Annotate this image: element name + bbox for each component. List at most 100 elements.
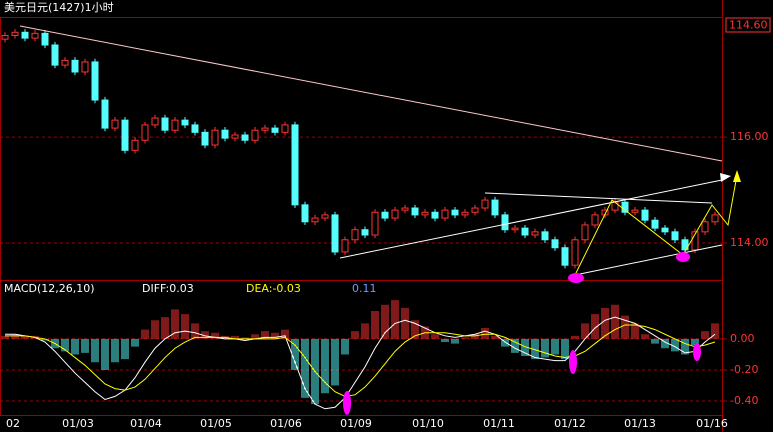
candle-body: [511, 227, 519, 231]
candle-body: [471, 207, 479, 213]
candle-body: [311, 217, 319, 223]
candle-body: [221, 129, 229, 139]
candle-body: [481, 199, 489, 209]
candle-body: [681, 239, 689, 251]
highlight: [568, 273, 584, 283]
x-tick-label: 01/05: [200, 417, 232, 430]
candle-body: [701, 221, 709, 233]
x-tick-label: 01/13: [624, 417, 656, 430]
trend-line: [339, 179, 723, 259]
candle-body: [321, 214, 329, 219]
candle-body: [661, 227, 669, 233]
candle-body: [491, 199, 499, 216]
highlight: [343, 391, 351, 415]
candle-body: [401, 207, 409, 211]
candle-body: [61, 59, 69, 66]
candle-body: [631, 209, 639, 213]
arrow-head: [720, 173, 731, 182]
candle-body: [161, 117, 169, 131]
candle-body: [21, 31, 29, 39]
candle-body: [171, 119, 179, 131]
trend-line: [484, 192, 713, 204]
candle-body: [711, 214, 719, 223]
candle-body: [691, 231, 699, 251]
candle-body: [191, 124, 199, 133]
candle-body: [351, 229, 359, 241]
macd-label: 0.11: [352, 282, 377, 295]
candle-body: [251, 129, 259, 141]
candle-body: [441, 209, 449, 219]
dea-label: DEA:-0.03: [246, 282, 301, 295]
chart-title: 美元日元(1427)1小时: [4, 1, 114, 14]
candle-body: [301, 204, 309, 223]
trend-line: [19, 25, 723, 162]
highlight: [676, 252, 690, 262]
candle-body: [131, 139, 139, 151]
price-panel: [0, 17, 723, 281]
candle-body: [371, 211, 379, 236]
candle-body: [1, 34, 9, 40]
x-tick-label: 01/10: [412, 417, 444, 430]
trend-line: [574, 244, 723, 276]
candle-body: [671, 231, 679, 241]
candle-body: [111, 119, 119, 129]
y-tick-label: 0.00: [730, 332, 755, 345]
y-tick-label: 114.00: [730, 236, 769, 249]
highlight: [693, 343, 701, 361]
candle-body: [81, 61, 89, 73]
x-tick-label: 01/11: [483, 417, 515, 430]
zigzag: [574, 174, 738, 276]
x-tick-label: 01/09: [340, 417, 372, 430]
highlight: [569, 350, 577, 374]
diff-label: DIFF:0.03: [142, 282, 194, 295]
candle-body: [451, 209, 459, 216]
candle-body: [411, 207, 419, 216]
candle-body: [261, 127, 269, 131]
candle-body: [651, 219, 659, 229]
y-tick-label: -0.40: [730, 394, 758, 407]
x-tick-label: 01/03: [62, 417, 94, 430]
candle-body: [231, 134, 239, 139]
candle-body: [101, 99, 109, 129]
candle-body: [421, 211, 429, 216]
candle-body: [591, 214, 599, 226]
candle-body: [201, 131, 209, 146]
macd-title: MACD(12,26,10): [4, 282, 95, 295]
candle-body: [331, 214, 339, 253]
candle-body: [11, 31, 19, 36]
candle-body: [51, 44, 59, 66]
x-tick-label: 01/12: [554, 417, 586, 430]
candle-body: [431, 211, 439, 219]
candle-body: [281, 124, 289, 133]
candle-body: [571, 239, 579, 266]
candle-body: [181, 119, 189, 126]
x-tick-label: 02: [6, 417, 20, 430]
candle-body: [211, 129, 219, 146]
macd-line: [5, 316, 716, 410]
candle-body: [531, 231, 539, 236]
annotations: [19, 25, 741, 415]
candle-body: [141, 124, 149, 141]
y-tick-label: -0.20: [730, 363, 758, 376]
candle-body: [41, 32, 49, 46]
candle-body: [621, 201, 629, 213]
candle-body: [291, 124, 299, 206]
x-tick-label: 01/06: [270, 417, 302, 430]
candle-body: [381, 211, 389, 219]
candle-body: [271, 127, 279, 133]
macd-panel: [0, 280, 723, 416]
arrow-head: [733, 170, 741, 182]
candle-body: [71, 59, 79, 73]
candle-body: [361, 229, 369, 236]
candle-body: [31, 32, 39, 39]
candle-body: [501, 214, 509, 231]
candle-body: [581, 224, 589, 241]
y-tick-label: 116.00: [730, 130, 769, 143]
top-label: 114.60: [729, 19, 768, 32]
candle-body: [541, 231, 549, 241]
candle-body: [151, 117, 159, 126]
macd-line: [5, 324, 716, 397]
candle-body: [341, 239, 349, 253]
candle-body: [641, 209, 649, 221]
x-tick-label: 01/16: [696, 417, 728, 430]
